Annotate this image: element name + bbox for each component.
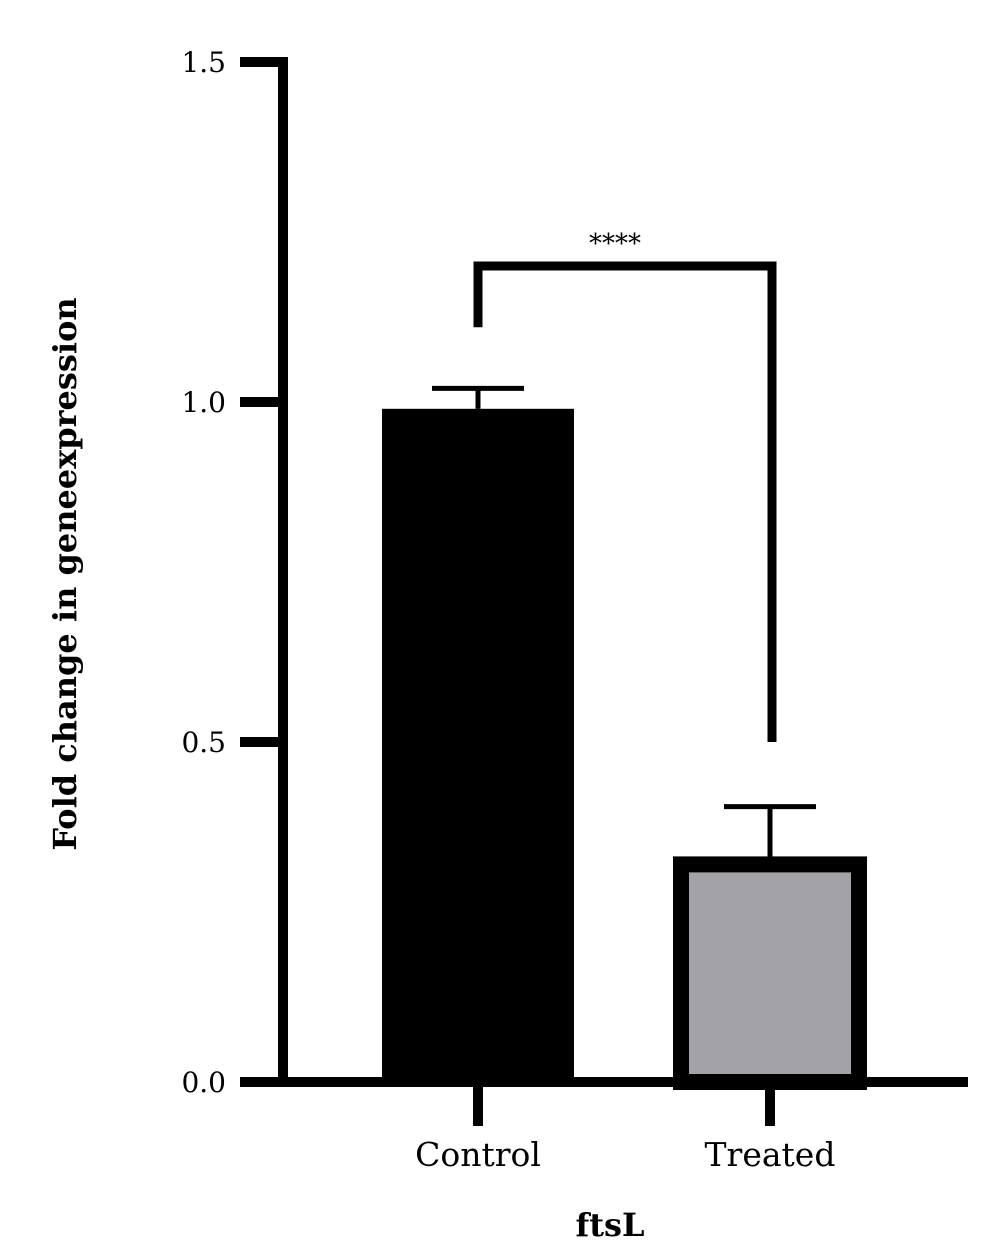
y-tick-label: 1.5 — [181, 46, 226, 79]
significance-bracket: **** — [473, 229, 777, 742]
x-ticks-layer: Control Treated — [415, 1082, 835, 1174]
bars-layer — [382, 408, 867, 1091]
axes-layer — [278, 57, 968, 1087]
y-tick-label: 0.5 — [181, 726, 226, 759]
significance-label: **** — [589, 229, 641, 259]
error-bars-layer — [432, 385, 816, 865]
y-ticks-layer: 0.0 0.5 1.0 1.5 — [181, 46, 283, 1099]
bar-control — [382, 408, 574, 1082]
x-tick-label-control: Control — [415, 1135, 541, 1174]
y-axis-title: Fold change in geneexpression — [46, 297, 84, 850]
x-axis-title: ftsL — [575, 1206, 644, 1244]
bar-treated — [673, 856, 867, 1091]
x-tick-label-treated: Treated — [705, 1135, 836, 1174]
y-tick-label: 0.0 — [181, 1066, 226, 1099]
y-tick-label: 1.0 — [181, 386, 226, 419]
significance-bracket-line — [473, 261, 777, 742]
